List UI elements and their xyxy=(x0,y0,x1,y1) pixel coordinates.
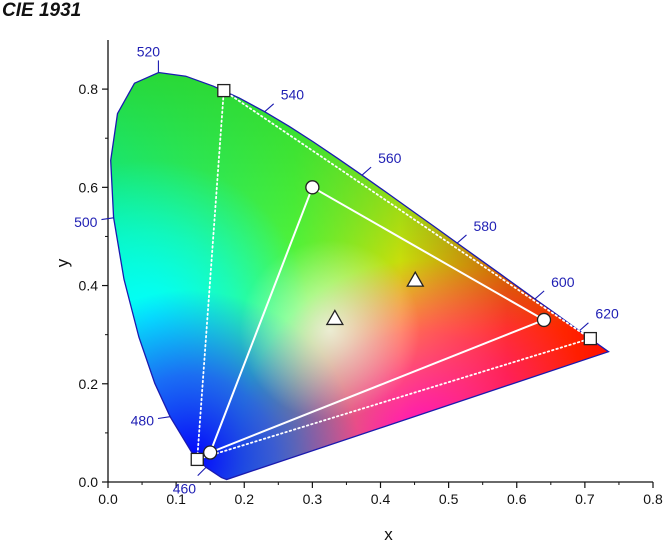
x-tick-label: 0.3 xyxy=(303,491,323,507)
y-tick-label: 0.6 xyxy=(79,179,99,195)
wavelength-label-480: 480 xyxy=(131,413,155,429)
wavelength-label-560: 560 xyxy=(378,150,402,166)
x-tick-label: 0.1 xyxy=(166,491,186,507)
spectral-locus-outline xyxy=(110,71,610,481)
wavelength-tick xyxy=(457,234,467,244)
wavelength-tick xyxy=(101,217,114,221)
y-tick-label: 0.0 xyxy=(79,474,99,490)
circle-marker xyxy=(536,312,552,328)
x-tick-label: 0.0 xyxy=(98,491,118,507)
wavelength-tick xyxy=(534,290,545,300)
axes: 0.0 0.1 0.2 0.3 0.4 0.5 0.6 0.7 0.8 0.0 0.2 0.4 0.6 0… xyxy=(53,40,663,544)
x-tick-label: 0.5 xyxy=(439,491,459,507)
wavelength-label-580: 580 xyxy=(473,218,497,234)
wavelength-label-500: 500 xyxy=(74,214,98,230)
y-tick-label: 0.2 xyxy=(79,376,99,392)
circle-marker xyxy=(305,180,320,195)
x-tick-label: 0.6 xyxy=(507,491,527,507)
wavelength-label-620: 620 xyxy=(595,306,619,322)
triangle-marker xyxy=(406,270,425,287)
wavelength-tick xyxy=(579,322,589,332)
y-tick-label: 0.4 xyxy=(79,278,99,294)
page-title: CIE 1931 xyxy=(2,0,82,21)
wavelength-tick xyxy=(197,466,207,477)
gamut-triangle-square xyxy=(196,88,593,461)
y-axis-label: y xyxy=(53,258,72,267)
wavelength-label-600: 600 xyxy=(551,274,575,290)
x-tick-label: 0.8 xyxy=(643,491,663,507)
y-tick-label: 0.8 xyxy=(79,81,99,97)
x-tick-label: 0.2 xyxy=(235,491,255,507)
x-tick-label: 0.4 xyxy=(371,491,391,507)
circle-marker xyxy=(203,445,218,460)
wavelength-tick xyxy=(157,416,171,420)
wavelength-label-540: 540 xyxy=(281,87,305,103)
square-marker xyxy=(583,331,597,346)
x-axis-label: x xyxy=(384,525,393,544)
x-tick-label: 0.7 xyxy=(575,491,595,507)
wavelength-labels: 460 480 500 520 540 560 580 600 620 xyxy=(74,43,619,496)
triangle-marker xyxy=(325,309,344,326)
point-markers xyxy=(190,83,597,467)
square-marker xyxy=(190,452,204,467)
wavelength-tick xyxy=(361,166,372,176)
wavelength-label-520: 520 xyxy=(137,43,161,59)
gamut-series xyxy=(196,88,593,461)
gamut-triangle-circle xyxy=(208,185,547,455)
square-marker xyxy=(217,83,231,98)
wavelength-label-460: 460 xyxy=(173,480,197,496)
wavelength-tick xyxy=(264,103,275,113)
